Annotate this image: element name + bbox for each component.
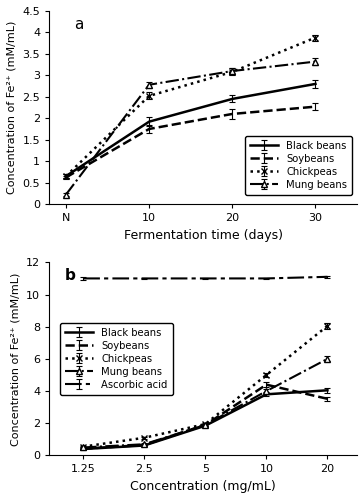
Y-axis label: Concentration of Fe²⁺ (mM/mL): Concentration of Fe²⁺ (mM/mL) [11,272,21,446]
Legend: Black beans, Soybeans, Chickpeas, Mung beans, Ascorbic acid: Black beans, Soybeans, Chickpeas, Mung b… [60,323,173,395]
X-axis label: Concentration (mg/mL): Concentration (mg/mL) [130,480,276,493]
Text: b: b [65,268,76,283]
Legend: Black beans, Soybeans, Chickpeas, Mung beans: Black beans, Soybeans, Chickpeas, Mung b… [245,136,352,195]
Y-axis label: Concentration of Fe²⁺ (mM/mL): Concentration of Fe²⁺ (mM/mL) [7,21,17,194]
X-axis label: Fermentation time (days): Fermentation time (days) [124,228,283,241]
Text: a: a [74,16,83,32]
